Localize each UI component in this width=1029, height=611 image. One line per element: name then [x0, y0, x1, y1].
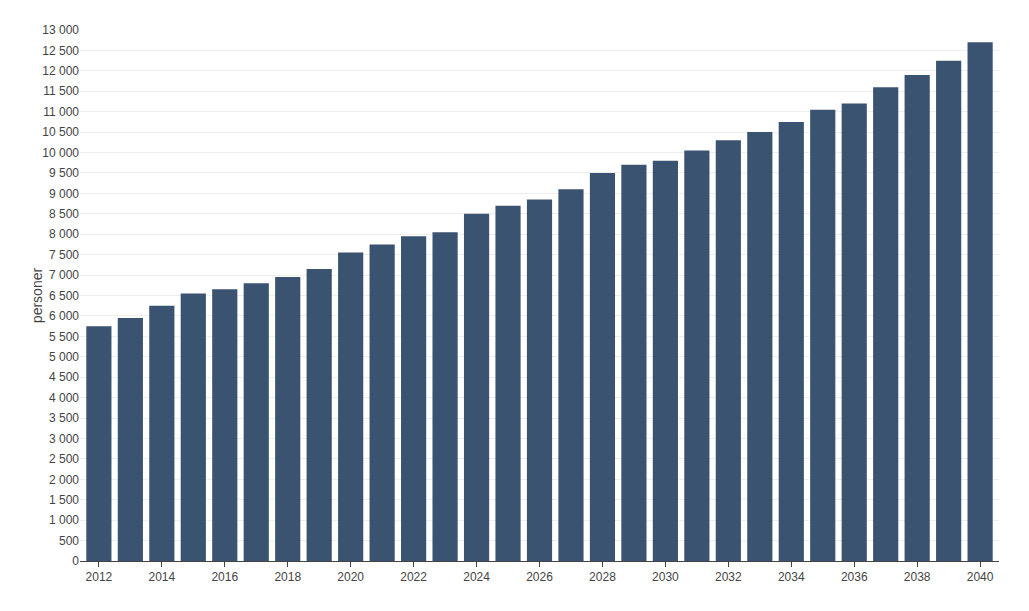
svg-text:2012: 2012: [86, 570, 113, 584]
svg-text:10 500: 10 500: [42, 125, 79, 139]
svg-text:6 500: 6 500: [49, 289, 79, 303]
svg-text:4 000: 4 000: [49, 391, 79, 405]
svg-text:personer: personer: [29, 268, 45, 324]
svg-text:3 500: 3 500: [49, 411, 79, 425]
svg-text:8 500: 8 500: [49, 207, 79, 221]
svg-text:2030: 2030: [652, 570, 679, 584]
svg-text:12 500: 12 500: [42, 44, 79, 58]
svg-text:7 500: 7 500: [49, 248, 79, 262]
svg-text:11 000: 11 000: [43, 105, 79, 119]
svg-text:2 000: 2 000: [49, 473, 79, 487]
svg-text:2 500: 2 500: [49, 452, 79, 466]
svg-text:12 000: 12 000: [42, 64, 79, 78]
svg-text:500: 500: [59, 534, 79, 548]
svg-text:6 000: 6 000: [49, 309, 79, 323]
svg-text:2032: 2032: [715, 570, 742, 584]
svg-text:2036: 2036: [841, 570, 868, 584]
svg-text:4 500: 4 500: [49, 370, 79, 384]
svg-text:9 000: 9 000: [49, 187, 79, 201]
svg-text:2024: 2024: [463, 570, 490, 584]
svg-text:2014: 2014: [148, 570, 175, 584]
svg-text:2028: 2028: [589, 570, 616, 584]
svg-text:1 500: 1 500: [49, 493, 79, 507]
svg-text:5 000: 5 000: [49, 350, 79, 364]
svg-text:2040: 2040: [967, 570, 994, 584]
svg-text:3 000: 3 000: [49, 432, 79, 446]
svg-text:11 500: 11 500: [43, 84, 79, 98]
svg-text:5 500: 5 500: [49, 330, 79, 344]
svg-text:0: 0: [72, 554, 79, 568]
svg-text:2038: 2038: [904, 570, 931, 584]
svg-text:10 000: 10 000: [42, 146, 79, 160]
svg-text:1 000: 1 000: [49, 513, 79, 527]
svg-text:2016: 2016: [211, 570, 238, 584]
svg-text:2018: 2018: [274, 570, 301, 584]
svg-text:2026: 2026: [526, 570, 553, 584]
svg-text:13 000: 13 000: [42, 23, 79, 37]
svg-text:9 500: 9 500: [49, 166, 79, 180]
svg-text:8 000: 8 000: [49, 227, 79, 241]
svg-text:7 000: 7 000: [49, 268, 79, 282]
svg-text:2022: 2022: [400, 570, 427, 584]
svg-text:2034: 2034: [778, 570, 805, 584]
svg-text:2020: 2020: [337, 570, 364, 584]
